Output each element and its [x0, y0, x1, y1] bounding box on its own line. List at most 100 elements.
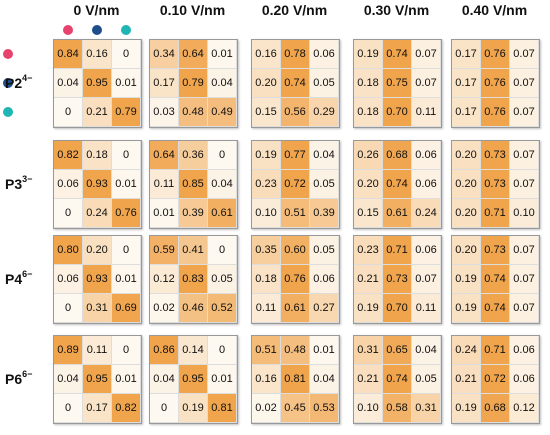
matrix-cell: 0.06	[54, 265, 83, 294]
matrix-cell: 0.04	[54, 365, 83, 394]
matrix-cell: 0.17	[452, 98, 481, 127]
row-label-charge: 3−	[22, 173, 33, 184]
matrix-cell: 0.20	[452, 170, 481, 199]
matrix-cell: 0.19	[452, 394, 481, 423]
matrix-cell: 0.04	[54, 69, 83, 98]
probability-matrix: 0.64 0.36 0 0.11 0.85 0.04 0.01 0.39 0.61	[149, 140, 238, 229]
matrix-cell: 0.73	[481, 236, 510, 265]
matrix-cell: 0	[208, 141, 237, 170]
matrix-cell: 0.20	[452, 236, 481, 265]
row-label-charge: 4−	[22, 72, 33, 83]
matrix-cell: 0.95	[83, 69, 112, 98]
row-label: P46−	[5, 268, 33, 287]
matrix-cell: 0.41	[179, 236, 208, 265]
row-label-base: P2	[5, 74, 23, 91]
matrix-cell: 0.07	[510, 141, 539, 170]
field-header: 0.20 V/nm	[261, 2, 328, 18]
matrix-cell: 0.18	[354, 69, 383, 98]
matrix-cell: 0.34	[150, 40, 179, 69]
matrix-cell: 0.82	[112, 394, 141, 423]
row-label-base: P6	[5, 370, 23, 387]
matrix-cell: 0.23	[354, 236, 383, 265]
matrix-cell: 0.60	[281, 236, 310, 265]
matrix-cell: 0.05	[208, 265, 237, 294]
matrix-cell: 0.18	[83, 141, 112, 170]
matrix-cell: 0.01	[150, 199, 179, 228]
matrix-cell: 0.24	[452, 336, 481, 365]
matrix-cell: 0.71	[481, 199, 510, 228]
matrix-cell: 0.01	[112, 69, 141, 98]
row-label-charge: 6−	[22, 268, 33, 279]
probability-matrix: 0.17 0.76 0.07 0.17 0.76 0.07 0.17 0.76 0.07	[451, 39, 540, 128]
matrix-cell: 0.81	[281, 365, 310, 394]
matrix-cell: 0.19	[252, 141, 281, 170]
field-header: 0.40 V/nm	[461, 2, 528, 18]
probability-matrix: 0.51 0.48 0.01 0.16 0.81 0.04 0.02 0.45 0.53	[251, 335, 340, 424]
matrix-cell: 0.11	[252, 294, 281, 323]
matrix-cell: 0.81	[208, 394, 237, 423]
matrix-cell: 0.35	[252, 236, 281, 265]
probability-matrix: 0.34 0.64 0.01 0.17 0.79 0.04 0.03 0.48 0.49	[149, 39, 238, 128]
matrix-cell: 0.77	[281, 141, 310, 170]
matrix-cell: 0.02	[150, 294, 179, 323]
matrix-cell: 0.04	[208, 69, 237, 98]
matrix-cell: 0	[112, 40, 141, 69]
matrix-cell: 0.95	[83, 365, 112, 394]
probability-matrix: 0.86 0.14 0 0.04 0.95 0.01 0 0.19 0.81	[149, 335, 238, 424]
matrix-cell: 0.18	[252, 265, 281, 294]
probability-matrix: 0.59 0.41 0 0.12 0.83 0.05 0.02 0.46 0.52	[149, 235, 238, 324]
matrix-cell: 0.17	[150, 69, 179, 98]
row-label-base: P3	[5, 175, 23, 192]
matrix-cell: 0.76	[481, 69, 510, 98]
probability-matrix: 0.31 0.65 0.04 0.21 0.74 0.05 0.10 0.58 0.31	[353, 335, 442, 424]
matrix-cell: 0.10	[252, 199, 281, 228]
navy-dot-row	[3, 78, 13, 88]
matrix-cell: 0.07	[412, 265, 441, 294]
matrix-cell: 0.86	[150, 336, 179, 365]
matrix-cell: 0.04	[150, 365, 179, 394]
matrix-cell: 0.93	[83, 170, 112, 199]
matrix-cell: 0.18	[354, 98, 383, 127]
matrix-cell: 0.19	[354, 294, 383, 323]
matrix-cell: 0.69	[112, 294, 141, 323]
row-label: P24−	[5, 72, 33, 91]
matrix-cell: 0.73	[481, 170, 510, 199]
matrix-cell: 0.45	[281, 394, 310, 423]
matrix-cell: 0.83	[179, 265, 208, 294]
matrix-cell: 0.79	[179, 69, 208, 98]
matrix-cell: 0.04	[412, 336, 441, 365]
matrix-cell: 0.01	[208, 365, 237, 394]
matrix-cell: 0.74	[383, 170, 412, 199]
matrix-cell: 0.72	[481, 365, 510, 394]
matrix-cell: 0.21	[452, 365, 481, 394]
matrix-cell: 0.61	[383, 199, 412, 228]
matrix-cell: 0.12	[510, 394, 539, 423]
probability-matrix: 0.23 0.71 0.06 0.21 0.73 0.07 0.19 0.70 0.11	[353, 235, 442, 324]
matrix-cell: 0.02	[252, 394, 281, 423]
matrix-cell: 0.48	[281, 336, 310, 365]
matrix-cell: 0	[208, 336, 237, 365]
matrix-cell: 0.12	[150, 265, 179, 294]
matrix-cell: 0.04	[310, 365, 339, 394]
teal-dot	[121, 25, 131, 35]
matrix-cell: 0.76	[281, 265, 310, 294]
matrix-cell: 0.05	[310, 236, 339, 265]
matrix-cell: 0.73	[383, 265, 412, 294]
matrix-cell: 0.68	[481, 394, 510, 423]
matrix-cell: 0.06	[412, 236, 441, 265]
matrix-cell: 0.21	[354, 265, 383, 294]
matrix-cell: 0.07	[412, 69, 441, 98]
matrix-cell: 0	[54, 98, 83, 127]
matrix-cell: 0.11	[83, 336, 112, 365]
matrix-cell: 0.06	[54, 170, 83, 199]
probability-matrix: 0.35 0.60 0.05 0.18 0.76 0.06 0.11 0.61 0.27	[251, 235, 340, 324]
matrix-cell: 0.05	[310, 170, 339, 199]
matrix-cell: 0.49	[208, 98, 237, 127]
matrix-cell: 0.16	[252, 40, 281, 69]
matrix-cell: 0.46	[179, 294, 208, 323]
matrix-cell: 0.51	[252, 336, 281, 365]
matrix-cell: 0.10	[354, 394, 383, 423]
matrix-cell: 0.76	[481, 98, 510, 127]
matrix-cell: 0.16	[83, 40, 112, 69]
matrix-cell: 0.23	[252, 170, 281, 199]
